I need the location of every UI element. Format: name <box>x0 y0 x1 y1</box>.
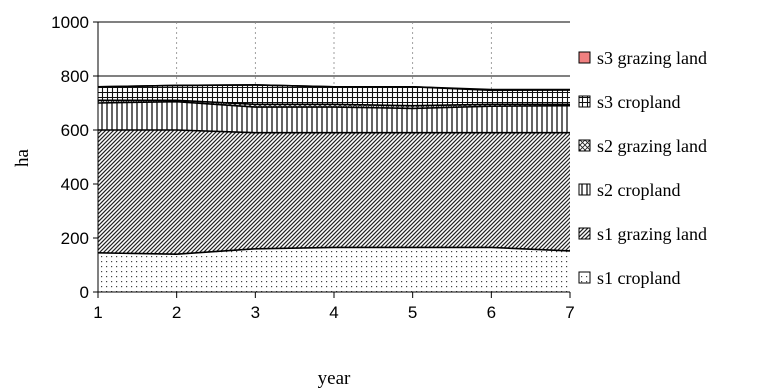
legend-label-1: s3 cropland <box>597 92 680 112</box>
x-tick-label-3: 3 <box>251 303 260 322</box>
legend-swatch-5 <box>578 271 591 284</box>
area-series-4 <box>98 84 570 106</box>
series-line-3 <box>98 99 570 107</box>
legend-label-5: s1 cropland <box>597 268 680 288</box>
y-tick-label-0: 0 <box>80 283 89 302</box>
legend-label-4: s1 grazing land <box>597 224 707 244</box>
legend-label-0: s3 grazing land <box>597 48 707 68</box>
legend: s3 grazing land s3 cropland s2 grazing lan… <box>578 48 707 288</box>
y-axis-title: ha <box>12 148 33 167</box>
series-line-1 <box>98 129 570 134</box>
y-tick-label-600: 600 <box>61 121 89 140</box>
legend-label-2: s2 grazing land <box>597 136 707 156</box>
x-tick-label-7: 7 <box>565 303 574 322</box>
series-line-2 <box>97 100 571 110</box>
axes: 0 200 400 600 800 1000 1 2 3 4 5 6 7 <box>51 13 575 322</box>
x-tick-label-4: 4 <box>329 303 338 322</box>
area-series-0 <box>98 247 570 292</box>
legend-swatch-4 <box>578 227 591 240</box>
x-tick-label-1: 1 <box>93 303 102 322</box>
x-tick-label-2: 2 <box>172 303 181 322</box>
legend-swatch-3 <box>578 183 591 196</box>
x-tick-label-6: 6 <box>487 303 496 322</box>
y-tick-label-200: 200 <box>61 229 89 248</box>
area-series-1 <box>98 130 570 255</box>
stacked-areas <box>98 84 570 292</box>
y-tick-label-1000: 1000 <box>51 13 89 32</box>
legend-swatch-0 <box>578 51 591 64</box>
series-boundary-lines <box>97 84 571 256</box>
x-tick-label-5: 5 <box>408 303 417 322</box>
area-series-2 <box>98 101 570 133</box>
x-axis-title: year <box>318 368 351 389</box>
y-tick-label-800: 800 <box>61 67 89 86</box>
legend-label-3: s2 cropland <box>597 180 680 200</box>
legend-swatch-2 <box>578 139 591 152</box>
series-line-0 <box>97 246 571 256</box>
legend-swatch-1 <box>578 95 591 108</box>
series-line-5 <box>97 84 570 91</box>
y-tick-label-400: 400 <box>61 175 89 194</box>
